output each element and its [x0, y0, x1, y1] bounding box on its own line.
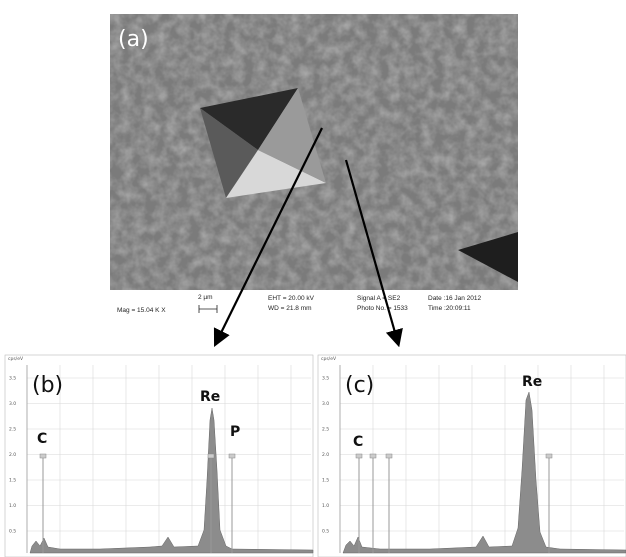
y-tick-label: 2.5	[9, 427, 16, 433]
info-text: Time :20:09:11	[428, 305, 471, 312]
peak-label: Re	[200, 389, 220, 405]
spectrum	[342, 391, 626, 554]
y-tick-label: 1.0	[322, 503, 329, 509]
peak-label: C	[37, 431, 47, 447]
peak-label: Re	[522, 374, 542, 390]
y-tick-label: 2.5	[322, 427, 329, 433]
panel-label: (a)	[118, 27, 149, 52]
y-tick-label: 1.5	[9, 478, 16, 484]
peak-label: P	[230, 424, 240, 440]
info-text: 2 µm	[198, 294, 213, 301]
axis-unit: cps/eV	[321, 356, 337, 362]
spectrum-panel: cps/eV (c) C Re 3.5 3.0 2.5 2.0 1.5 1.0 0.5	[317, 354, 626, 557]
spectrum	[29, 407, 314, 554]
panel-label: (b)	[32, 373, 63, 398]
info-text: EHT = 20.00 kV	[268, 295, 315, 302]
arrow	[213, 127, 323, 347]
info-text: Photo No. = 1533	[357, 305, 408, 312]
y-tick-label: 3.0	[322, 401, 329, 407]
y-tick-label: 3.5	[322, 376, 329, 382]
y-tick-label: 1.5	[322, 478, 329, 484]
y-tick-label: 2.0	[9, 452, 16, 458]
info-text: Mag = 15.04 K X	[117, 307, 166, 314]
peak-label: C	[353, 434, 363, 450]
sem-info: Mag = 15.04 K X 2 µm EHT = 20.00 kV WD =…	[117, 294, 482, 314]
y-tick-label: 0.5	[9, 529, 16, 535]
arrow	[344, 159, 403, 348]
info-text: Signal A = SE2	[357, 295, 401, 302]
info-text: Date :16 Jan 2012	[428, 295, 482, 302]
y-tick-label: 1.0	[9, 503, 16, 509]
scale-bar	[198, 305, 218, 313]
y-tick-label: 2.0	[322, 452, 329, 458]
axis-unit: cps/eV	[8, 356, 24, 362]
info-text: WD = 21.8 mm	[268, 305, 312, 312]
y-tick-label: 3.0	[9, 401, 16, 407]
panel-label: (c)	[345, 373, 374, 398]
sem-image: (a)	[110, 14, 518, 290]
spectrum-panel: cps/eV (b) C Re P 3.5 3.0 2.5 2.0 1.5 1.0 0.5	[4, 354, 314, 557]
y-tick-label: 3.5	[9, 376, 16, 382]
y-tick-label: 0.5	[322, 529, 329, 535]
